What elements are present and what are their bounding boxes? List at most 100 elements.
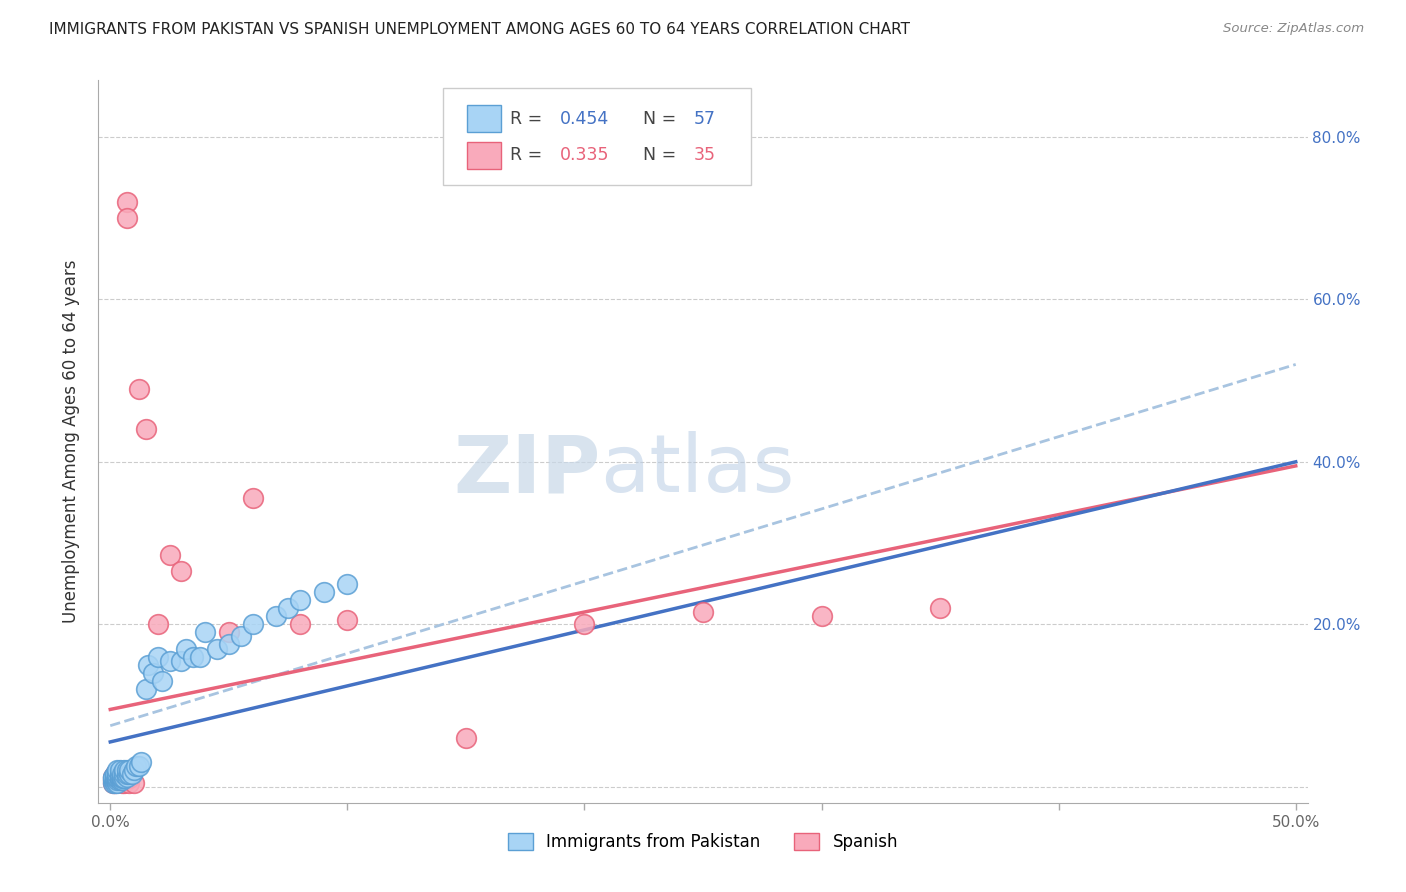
- Point: [574, 617, 596, 632]
- Point: [108, 764, 131, 778]
- Point: [115, 195, 138, 210]
- Point: [114, 764, 136, 778]
- Point: [218, 638, 240, 652]
- Point: [122, 775, 145, 789]
- Text: 57: 57: [693, 110, 716, 128]
- Point: [101, 770, 124, 784]
- Point: [142, 665, 165, 680]
- Point: [108, 770, 131, 784]
- Point: [152, 673, 174, 688]
- FancyBboxPatch shape: [443, 87, 751, 185]
- Point: [159, 548, 181, 562]
- Point: [105, 770, 128, 784]
- Point: [111, 773, 134, 788]
- Point: [810, 609, 832, 624]
- Point: [115, 211, 138, 226]
- Point: [115, 764, 138, 778]
- Point: [118, 775, 141, 789]
- Point: [104, 775, 127, 789]
- Point: [101, 775, 124, 789]
- Point: [111, 767, 134, 781]
- Point: [170, 654, 193, 668]
- Point: [118, 767, 141, 781]
- Point: [277, 601, 299, 615]
- Point: [135, 682, 157, 697]
- Point: [229, 629, 252, 643]
- Text: ZIP: ZIP: [453, 432, 600, 509]
- Point: [170, 565, 193, 579]
- Point: [118, 764, 141, 778]
- FancyBboxPatch shape: [467, 142, 501, 169]
- Point: [136, 657, 159, 672]
- Point: [108, 772, 131, 786]
- Text: N =: N =: [643, 146, 682, 164]
- Point: [105, 767, 128, 781]
- Point: [115, 767, 138, 781]
- Point: [111, 772, 134, 786]
- Point: [108, 773, 131, 788]
- Y-axis label: Unemployment Among Ages 60 to 64 years: Unemployment Among Ages 60 to 64 years: [62, 260, 80, 624]
- Point: [104, 767, 127, 781]
- Point: [101, 770, 124, 784]
- Point: [174, 641, 197, 656]
- Point: [105, 772, 128, 786]
- Point: [105, 773, 128, 788]
- Point: [129, 755, 152, 769]
- Point: [288, 592, 311, 607]
- Point: [454, 731, 477, 745]
- Point: [111, 767, 134, 781]
- Point: [111, 770, 134, 784]
- Point: [121, 767, 143, 781]
- Text: R =: R =: [509, 146, 547, 164]
- Point: [108, 764, 131, 779]
- Point: [108, 767, 131, 781]
- Point: [108, 770, 131, 784]
- Point: [205, 641, 228, 656]
- Point: [190, 649, 212, 664]
- Point: [218, 625, 240, 640]
- Point: [105, 773, 128, 788]
- Point: [128, 759, 150, 773]
- Point: [114, 767, 136, 781]
- Text: Source: ZipAtlas.com: Source: ZipAtlas.com: [1223, 22, 1364, 36]
- Point: [159, 654, 181, 668]
- Text: 0.335: 0.335: [561, 146, 610, 164]
- Text: R =: R =: [509, 110, 547, 128]
- Text: N =: N =: [643, 110, 682, 128]
- Point: [288, 617, 311, 632]
- Point: [929, 601, 952, 615]
- Point: [104, 773, 127, 788]
- Point: [122, 764, 145, 778]
- Legend: Immigrants from Pakistan, Spanish: Immigrants from Pakistan, Spanish: [499, 825, 907, 860]
- Text: IMMIGRANTS FROM PAKISTAN VS SPANISH UNEMPLOYMENT AMONG AGES 60 TO 64 YEARS CORRE: IMMIGRANTS FROM PAKISTAN VS SPANISH UNEM…: [49, 22, 910, 37]
- Point: [105, 764, 128, 778]
- Point: [101, 772, 124, 786]
- Text: 0.454: 0.454: [561, 110, 610, 128]
- Point: [105, 775, 128, 789]
- Point: [104, 775, 127, 789]
- Point: [101, 775, 124, 789]
- Point: [312, 584, 335, 599]
- FancyBboxPatch shape: [467, 105, 501, 132]
- Text: atlas: atlas: [600, 432, 794, 509]
- Point: [125, 759, 148, 773]
- Point: [242, 491, 264, 506]
- Point: [114, 772, 136, 786]
- Point: [111, 775, 134, 789]
- Point: [115, 770, 138, 784]
- Point: [336, 576, 359, 591]
- Point: [104, 772, 127, 786]
- Point: [101, 773, 124, 788]
- Text: 35: 35: [693, 146, 716, 164]
- Point: [146, 617, 169, 632]
- Point: [336, 613, 359, 627]
- Point: [146, 649, 169, 664]
- Point: [692, 605, 714, 619]
- Point: [181, 649, 204, 664]
- Point: [114, 775, 136, 789]
- Point: [111, 772, 134, 786]
- Point: [118, 772, 141, 786]
- Point: [104, 772, 127, 786]
- Point: [105, 770, 128, 784]
- Point: [128, 382, 150, 396]
